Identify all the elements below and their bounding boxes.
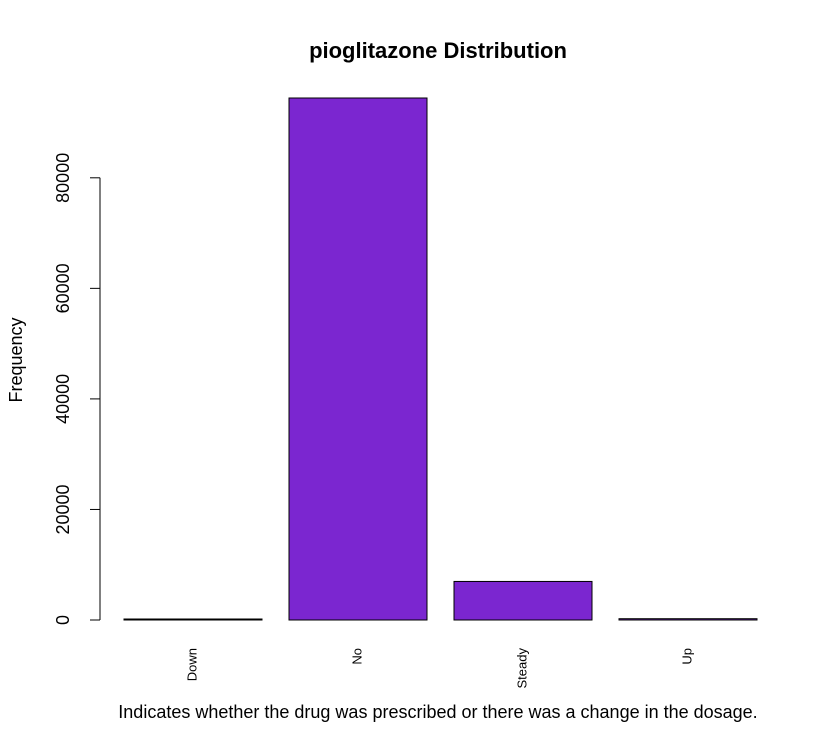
bar-no	[288, 97, 428, 621]
x-tick-label-up: Up	[679, 648, 694, 665]
x-tick-label-steady: Steady	[514, 648, 529, 689]
x-tick-label-down: Down	[184, 648, 199, 681]
bar-up	[618, 618, 758, 621]
y-axis-label: Frequency	[6, 317, 26, 402]
bar-steady	[453, 580, 593, 621]
y-tick-label: 0	[53, 615, 73, 625]
x-tick-label-no: No	[349, 648, 364, 665]
y-tick-label: 20000	[53, 484, 73, 534]
y-tick-label: 80000	[53, 153, 73, 203]
y-axis-ticks: 0 20000 40000 60000 80000	[53, 153, 100, 625]
chart-title: pioglitazone Distribution	[309, 38, 567, 63]
bar-down	[123, 618, 263, 621]
x-axis-ticks: Down No Steady Up	[184, 648, 694, 689]
x-axis-label: Indicates whether the drug was prescribe…	[118, 702, 757, 722]
y-tick-label: 60000	[53, 263, 73, 313]
bar-series	[123, 97, 758, 621]
y-tick-label: 40000	[53, 374, 73, 424]
